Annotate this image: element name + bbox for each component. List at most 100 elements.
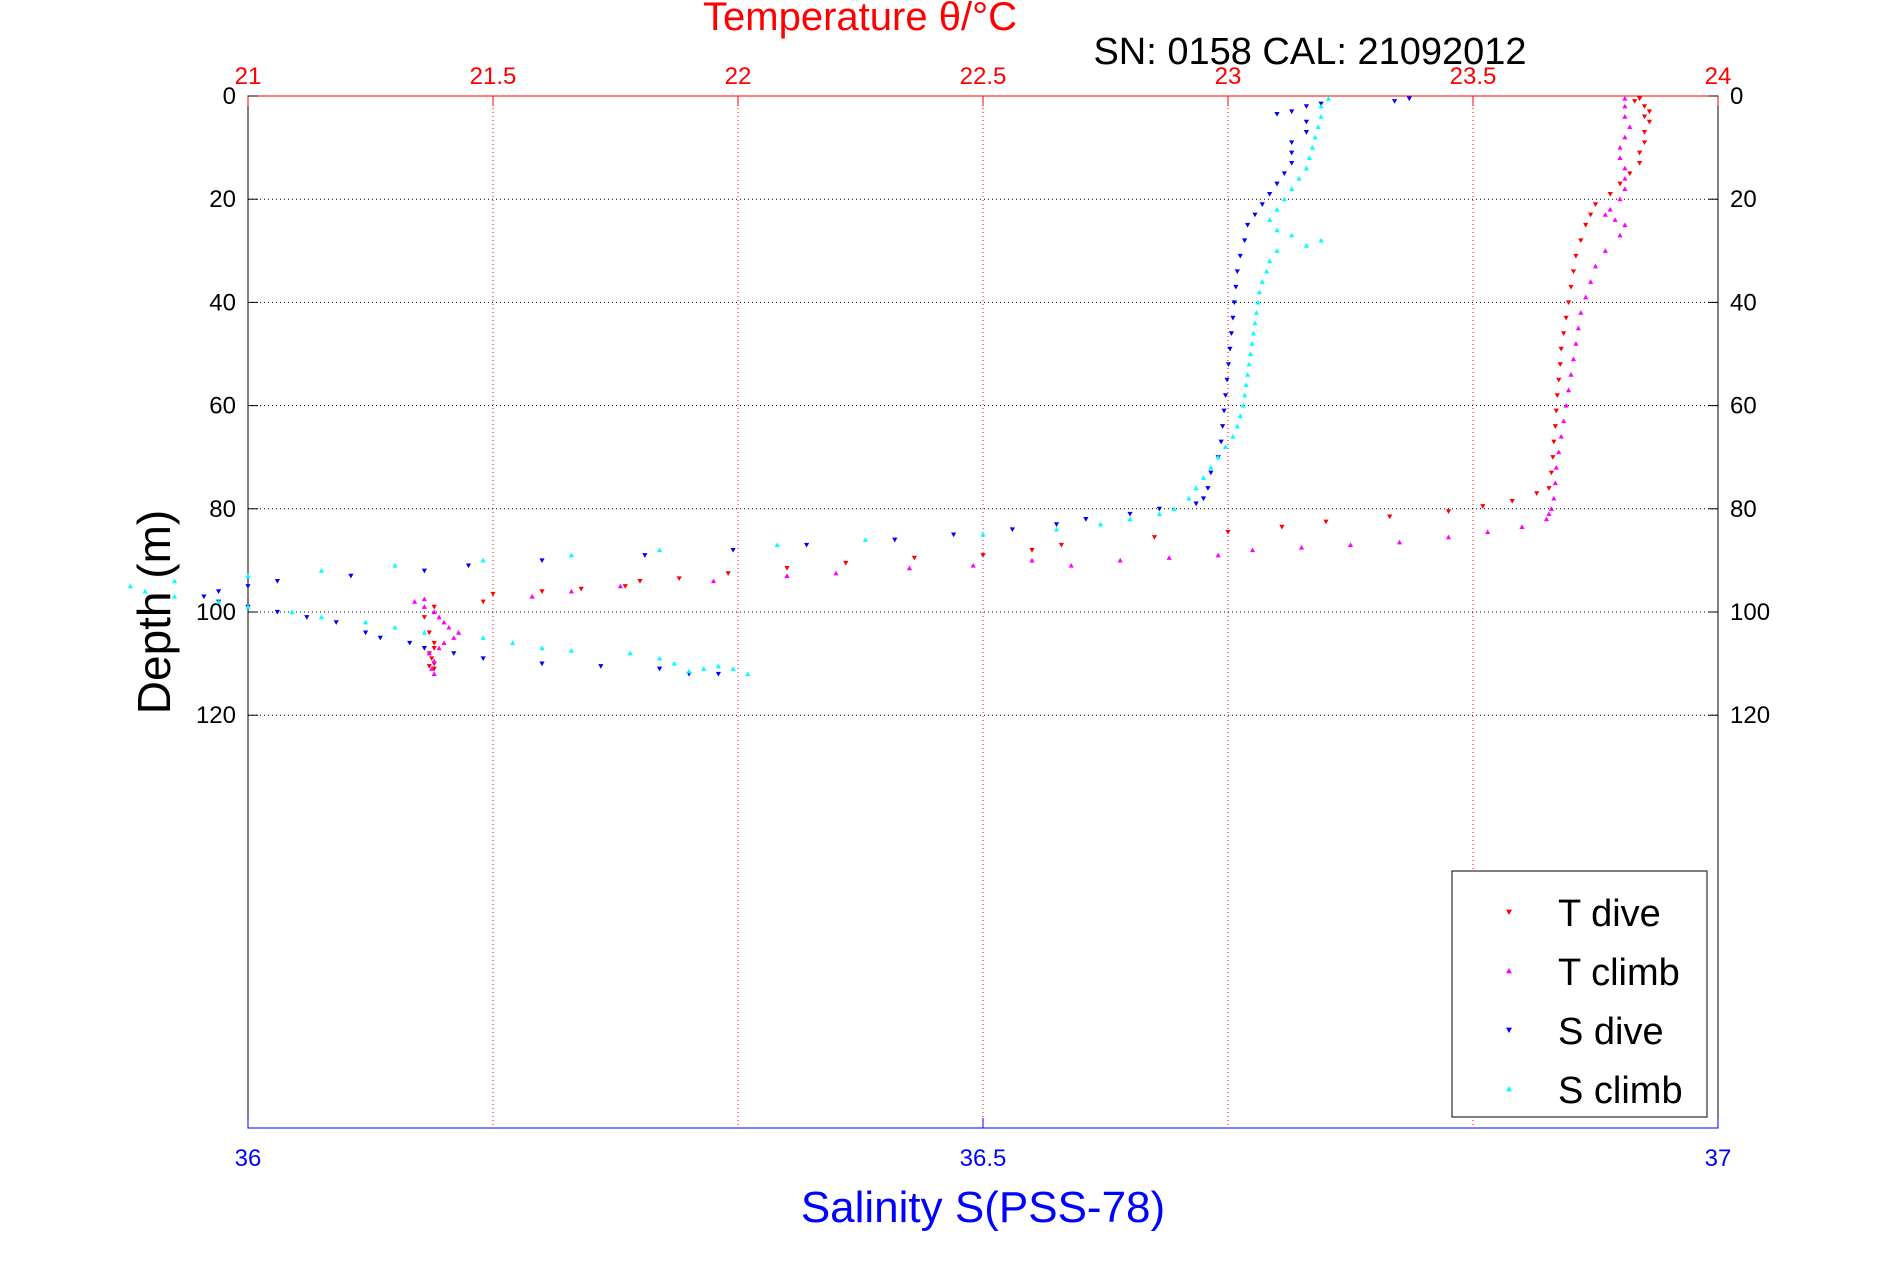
legend-marker	[1506, 1027, 1512, 1033]
data-point	[1546, 511, 1552, 517]
data-point	[1252, 320, 1258, 326]
data-point	[1622, 134, 1628, 140]
data-point	[1557, 362, 1563, 367]
data-point	[1274, 227, 1280, 233]
data-point	[1553, 408, 1559, 414]
data-point	[1556, 449, 1562, 455]
data-point	[431, 646, 437, 651]
data-point	[304, 615, 310, 620]
data-point	[421, 568, 427, 574]
data-point	[1622, 114, 1628, 119]
depth-tick-label-left: 60	[209, 393, 236, 420]
data-point	[1554, 393, 1560, 398]
data-point	[1592, 263, 1599, 269]
legend-label: T dive	[1558, 893, 1661, 935]
legend-label: S climb	[1558, 1070, 1683, 1112]
data-point	[1224, 377, 1230, 383]
data-point	[627, 650, 633, 656]
data-point	[392, 624, 398, 630]
depth-tick-label-right: 0	[1730, 83, 1743, 110]
data-point	[1274, 111, 1280, 117]
data-point	[1289, 232, 1295, 238]
data-point	[1445, 534, 1452, 540]
data-point	[431, 658, 437, 664]
data-point	[578, 586, 584, 592]
data-point	[1249, 341, 1255, 346]
data-point	[318, 568, 325, 573]
data-point	[1637, 96, 1643, 102]
data-point	[1622, 175, 1628, 181]
data-point	[1570, 356, 1577, 362]
data-point	[1222, 444, 1229, 449]
series-t-dive	[421, 96, 1652, 672]
data-point	[1218, 439, 1224, 445]
depth-tick-label-right: 100	[1730, 599, 1770, 626]
data-point	[1127, 511, 1133, 517]
data-point	[1556, 377, 1562, 383]
data-point	[1222, 393, 1229, 398]
data-point	[1240, 403, 1246, 408]
data-point	[1289, 161, 1295, 166]
data-point	[216, 599, 222, 604]
data-point	[1534, 491, 1540, 496]
data-point	[774, 542, 780, 547]
data-point	[274, 578, 280, 584]
data-point	[1289, 150, 1295, 156]
data-point	[441, 619, 447, 625]
data-point	[480, 557, 486, 563]
data-point	[1552, 480, 1558, 486]
data-point	[421, 615, 427, 620]
data-point	[245, 573, 251, 578]
data-point	[363, 630, 369, 636]
data-point	[1641, 104, 1648, 109]
data-point	[568, 588, 574, 594]
data-point	[1632, 99, 1638, 104]
data-point	[1225, 529, 1231, 535]
data-point	[1617, 181, 1623, 187]
data-point	[127, 583, 133, 589]
data-point	[1318, 114, 1324, 119]
data-point	[1298, 544, 1305, 550]
data-point	[1296, 175, 1302, 181]
depth-tick-label-right: 40	[1730, 289, 1757, 316]
data-point	[1303, 165, 1309, 171]
data-point	[1215, 552, 1221, 558]
data-point	[1646, 109, 1652, 115]
legend-box	[1451, 870, 1708, 1118]
depth-tick-label-left: 100	[196, 599, 236, 626]
data-point	[1234, 423, 1240, 429]
data-point	[1193, 501, 1199, 507]
data-point	[216, 589, 222, 594]
data-point	[657, 666, 663, 672]
depth-tick-label-left: 20	[209, 186, 236, 213]
data-point	[1117, 557, 1123, 563]
data-point	[363, 619, 369, 625]
data-point	[1406, 96, 1412, 102]
data-point	[980, 532, 986, 537]
data-point	[892, 537, 898, 543]
data-point	[426, 630, 432, 636]
depth-tick-label-left: 80	[209, 496, 236, 523]
data-point	[1098, 521, 1104, 527]
data-point	[1279, 524, 1285, 530]
depth-tick-label-left: 120	[196, 702, 236, 729]
data-point	[1228, 331, 1235, 336]
data-point	[701, 666, 707, 671]
salinity-tick-label: 36	[235, 1145, 262, 1172]
data-point	[1289, 140, 1295, 146]
data-point	[480, 599, 486, 605]
data-point	[1558, 346, 1564, 352]
data-point	[730, 666, 736, 671]
data-point	[1622, 222, 1628, 228]
data-point	[622, 584, 628, 589]
data-point	[1396, 539, 1403, 545]
temperature-tick-label: 22.5	[960, 63, 1007, 90]
data-point	[1509, 498, 1515, 504]
data-point	[1264, 268, 1270, 274]
data-point	[1205, 486, 1211, 491]
data-point	[1242, 238, 1248, 244]
data-point	[1573, 341, 1579, 346]
data-point	[642, 553, 648, 558]
depth-tick-label-right: 60	[1730, 393, 1757, 420]
depth-tick-label-left: 0	[223, 83, 236, 110]
